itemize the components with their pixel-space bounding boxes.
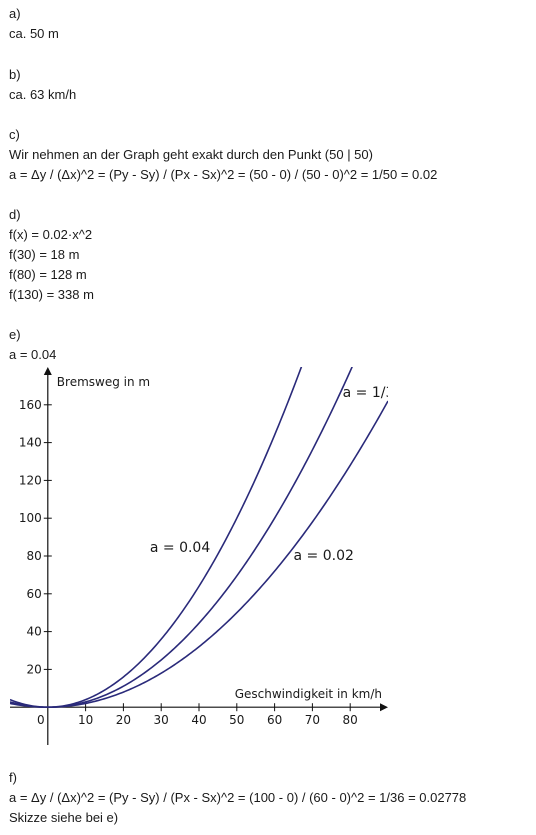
x-tick-label: 70 <box>305 713 320 727</box>
section-f-label: f) <box>9 770 17 785</box>
y-tick-label: 160 <box>19 398 42 412</box>
section-a-label: a) <box>9 6 21 21</box>
x-axis-arrow <box>380 703 388 712</box>
chart-axes <box>10 367 388 745</box>
x-tick-label: 50 <box>229 713 244 727</box>
braking-distance-chart: 0 10 20 30 40 50 60 70 80 20 40 60 80 100 120 140 160 Bre… <box>10 367 388 745</box>
y-tick-label: 100 <box>19 511 42 525</box>
curve-2 <box>10 367 353 709</box>
chart-curves <box>10 367 388 709</box>
section-d-value-80: f(80) = 128 m <box>9 267 87 282</box>
section-f-formula: a = Δy / (Δx)^2 = (Py - Sy) / (Px - Sx)^… <box>9 790 467 805</box>
y-tick-label: 60 <box>27 587 42 601</box>
x-axis-label: Geschwindigkeit in km/h <box>235 687 382 701</box>
section-e-label: e) <box>9 327 21 342</box>
section-d-value-130: f(130) = 338 m <box>9 287 94 302</box>
section-b-label: b) <box>9 67 21 82</box>
x-tick-label: 80 <box>343 713 358 727</box>
x-tick-label: 40 <box>191 713 206 727</box>
x-tick-label: 10 <box>78 713 93 727</box>
curve-1 <box>10 367 303 709</box>
y-tick-label: 80 <box>27 549 42 563</box>
section-a-answer: ca. 50 m <box>9 26 59 41</box>
section-d-function: f(x) = 0.02·x^2 <box>9 227 93 242</box>
y-tick-label: 20 <box>27 662 42 676</box>
x-tick-label: 30 <box>154 713 169 727</box>
y-axis-arrow <box>43 367 52 375</box>
section-c-label: c) <box>9 127 20 142</box>
section-e-answer: a = 0.04 <box>9 347 57 362</box>
section-c-formula: a = Δy / (Δx)^2 = (Py - Sy) / (Px - Sx)^… <box>9 167 438 182</box>
y-tick-label: 140 <box>19 436 42 450</box>
curve-label-3: a = 0.02 <box>294 548 354 564</box>
section-c-assumption: Wir nehmen an der Graph geht exakt durch… <box>9 147 373 162</box>
y-axis-label: Bremsweg in m <box>57 375 150 389</box>
curve-3 <box>10 400 388 709</box>
chart-labels: 0 10 20 30 40 50 60 70 80 20 40 60 80 100 120 140 160 Bre… <box>19 375 388 727</box>
curve-label-1: a = 0.04 <box>150 540 210 556</box>
x-tick-label: 20 <box>116 713 131 727</box>
y-tick-label: 120 <box>19 473 42 487</box>
section-b-answer: ca. 63 km/h <box>9 87 77 102</box>
x-tick-label: 60 <box>267 713 282 727</box>
section-d-value-30: f(30) = 18 m <box>9 247 80 262</box>
section-f-note: Skizze siehe bei e) <box>9 810 119 825</box>
section-d-label: d) <box>9 207 21 222</box>
x-tick-label: 0 <box>37 713 45 727</box>
y-tick-label: 40 <box>27 625 42 639</box>
curve-label-2: a = 1/36 <box>343 385 388 401</box>
